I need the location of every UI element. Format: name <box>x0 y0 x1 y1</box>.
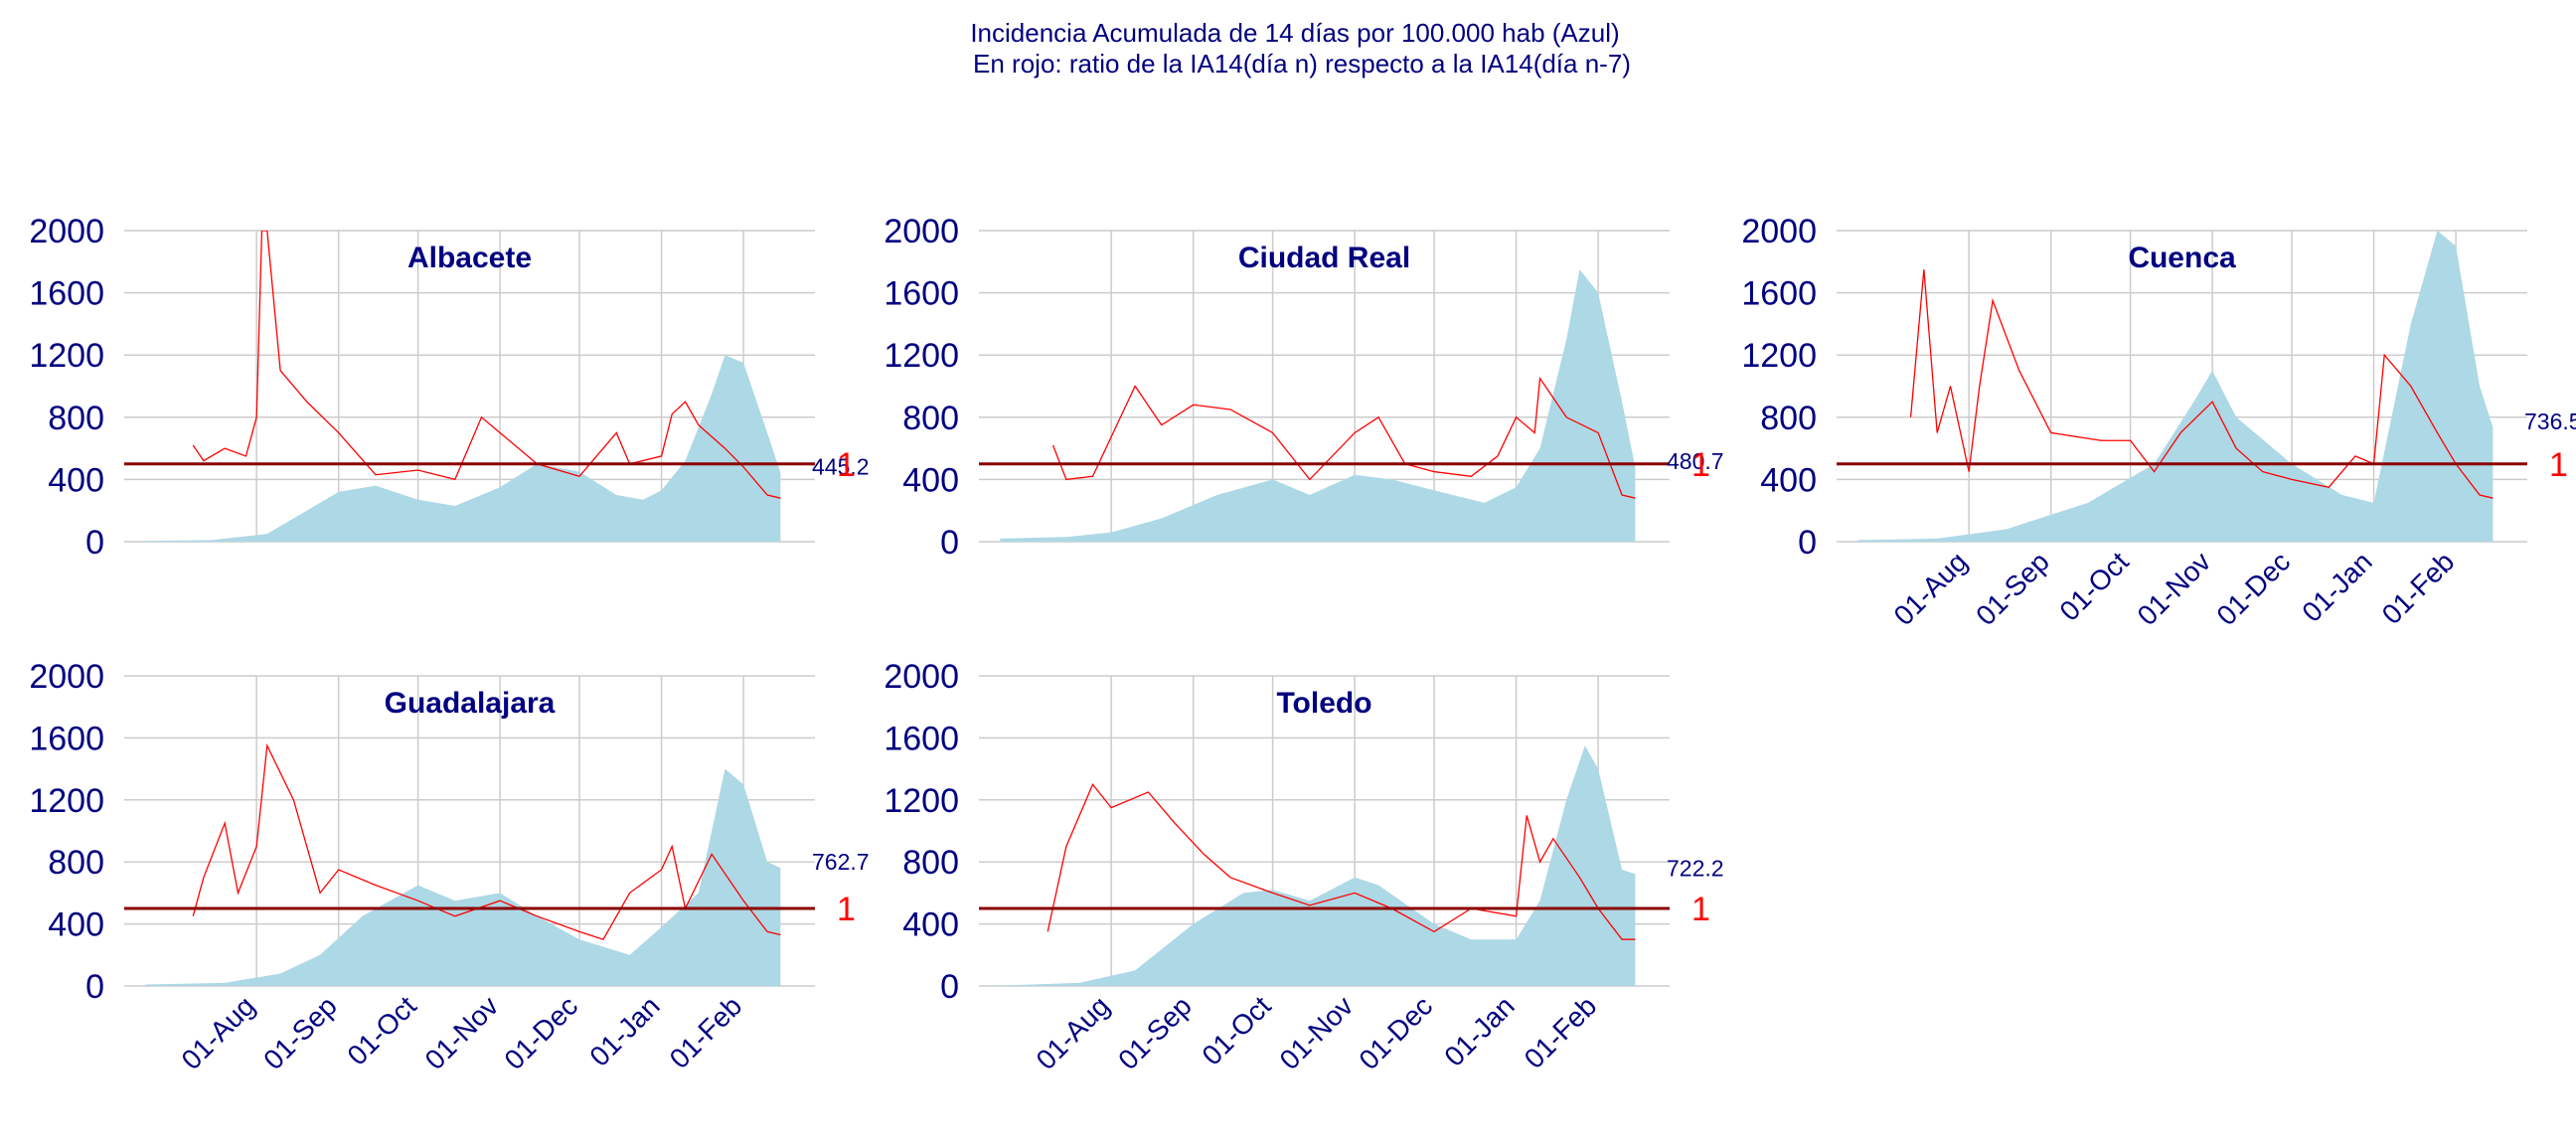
x-tick-label: 01-Oct <box>1196 990 1276 1070</box>
ratio-line <box>192 231 781 499</box>
last-value-label: 762.7 <box>812 849 870 875</box>
x-tick-label: 01-Oct <box>341 990 421 1070</box>
y-tick-label: 1200 <box>29 782 104 820</box>
incidence-area <box>145 768 781 986</box>
y-tick-label: 2000 <box>29 658 104 696</box>
x-tick-label: 01-Aug <box>176 990 261 1075</box>
y-tick-label: 400 <box>48 906 104 944</box>
y-tick-label: 400 <box>902 906 959 944</box>
reference-label: 1 <box>837 446 856 484</box>
panel-title: Toledo <box>1276 687 1371 720</box>
y-tick-label: 400 <box>48 461 104 499</box>
panel-title: Guadalajara <box>385 687 556 720</box>
x-tick-label: 01-Jan <box>2296 546 2377 627</box>
y-tick-label: 1200 <box>884 782 959 820</box>
last-value-label: 445.2 <box>812 453 870 479</box>
x-tick-label: 01-Nov <box>1274 990 1360 1075</box>
panel-title: Albacete <box>407 242 532 274</box>
reference-label: 1 <box>1691 891 1710 928</box>
panel-ciudad-real: Ciudad Real 0 400 800 1200 1600 2000 480.71 <box>884 213 1723 562</box>
y-tick-label: 2000 <box>884 658 959 696</box>
y-tick-label: 800 <box>902 844 959 882</box>
last-value-label: 736.5 <box>2524 409 2576 434</box>
incidence-area <box>986 745 1636 986</box>
panel-title: Ciudad Real <box>1238 242 1410 274</box>
panel-albacete: Albacete 0 400 800 1200 1600 2000 445.21 <box>29 213 869 562</box>
incidence-area <box>145 355 781 542</box>
reference-label: 1 <box>2549 446 2568 484</box>
ratio-line <box>1051 376 1636 499</box>
y-tick-label: 400 <box>902 461 959 499</box>
incidence-area <box>1000 269 1636 542</box>
last-value-label: 480.7 <box>1667 448 1724 474</box>
y-tick-label: 1600 <box>884 275 959 313</box>
reference-label: 1 <box>837 891 856 928</box>
x-tick-label: 01-Sep <box>257 990 343 1075</box>
y-tick-label: 1600 <box>1741 275 1817 313</box>
x-tick-label: 01-Dec <box>2211 546 2297 631</box>
ratio-line <box>1909 269 2494 499</box>
chart-title-line2: En rojo: ratio de la IA14(día n) respect… <box>973 49 1631 79</box>
y-tick-label: 0 <box>85 524 104 562</box>
x-tick-label: 01-Feb <box>664 990 748 1074</box>
y-tick-label: 2000 <box>884 213 959 250</box>
x-tick-label: 01-Nov <box>2132 546 2217 631</box>
ratio-line <box>1046 782 1636 940</box>
panels: Albacete0400800120016002000445.21Ciudad … <box>29 213 2576 1075</box>
x-tick-label: 01-Jan <box>583 990 665 1071</box>
x-tick-label: 01-Aug <box>1031 990 1116 1075</box>
panel-cuenca: Cuenca040080012001600200001-Aug01-Sep01-… <box>1741 213 2576 631</box>
y-tick-label: 0 <box>1798 524 1817 562</box>
x-tick-label: 01-Sep <box>1112 990 1198 1075</box>
y-tick-label: 0 <box>940 968 959 1006</box>
x-tick-label: 01-Sep <box>1970 546 2055 631</box>
x-tick-label: 01-Feb <box>1519 990 1603 1074</box>
y-tick-label: 1600 <box>884 720 959 757</box>
y-tick-label: 1600 <box>29 720 104 757</box>
chart-title-line1: Incidencia Acumulada de 14 días por 100.… <box>970 18 1619 48</box>
x-tick-label: 01-Dec <box>499 990 584 1075</box>
panel-toledo: Toledo040080012001600200001-Aug01-Sep01-… <box>884 658 1723 1075</box>
x-tick-label: 01-Nov <box>419 990 505 1075</box>
y-tick-label: 2000 <box>29 213 104 250</box>
y-tick-label: 1600 <box>29 275 104 313</box>
panel-title: Cuenca <box>2128 242 2236 274</box>
y-tick-label: 0 <box>940 524 959 562</box>
x-tick-label: 01-Feb <box>2376 546 2461 630</box>
y-tick-label: 1200 <box>29 337 104 375</box>
y-tick-label: 1200 <box>1741 337 1817 375</box>
y-tick-label: 800 <box>48 400 104 437</box>
y-tick-label: 2000 <box>1741 213 1817 250</box>
last-value-label: 722.2 <box>1667 855 1724 881</box>
y-tick-label: 0 <box>85 968 104 1006</box>
y-tick-label: 800 <box>902 400 959 437</box>
y-tick-label: 1200 <box>884 337 959 375</box>
x-tick-label: 01-Oct <box>2053 546 2134 626</box>
x-tick-label: 01-Dec <box>1354 990 1439 1075</box>
reference-label: 1 <box>1691 446 1710 484</box>
y-tick-label: 800 <box>48 844 104 882</box>
x-tick-label: 01-Jan <box>1438 990 1520 1071</box>
x-tick-label: 01-Aug <box>1888 546 1974 631</box>
panel-guadalajara: Guadalajara 0 400 800 1200 1600 2000 01-Aug01-S… <box>29 658 869 1075</box>
y-tick-label: 400 <box>1760 461 1817 499</box>
y-tick-label: 800 <box>1760 400 1817 437</box>
incidence-area <box>1857 231 2494 542</box>
